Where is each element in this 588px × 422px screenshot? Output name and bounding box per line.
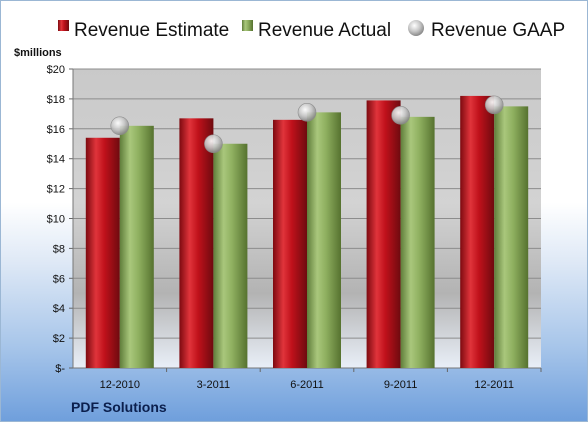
y-tick-label: $18 [47,94,65,106]
bar-revenue-actual [494,106,529,368]
marker-revenue-gaap [204,134,223,154]
y-tick-label: $- [55,363,65,375]
bars [85,95,529,369]
legend-marker-gaap [408,20,424,36]
marker-revenue-gaap [484,95,504,115]
x-tick-label: 6-2011 [290,379,323,391]
x-tick-label: 3-2011 [197,379,230,391]
y-tick-label: $6 [53,273,65,285]
bar-revenue-estimate [366,100,401,369]
legend-label-gaap: Revenue GAAP [431,20,565,41]
y-tick-label: $10 [47,214,65,226]
marker-revenue-gaap [297,103,317,122]
marker-revenue-gaap [110,116,130,136]
bar-revenue-actual [213,143,248,368]
company-name: PDF Solutions [71,399,167,415]
x-tick-label: 12-2010 [100,379,140,391]
legend-swatch-actual [242,20,253,31]
y-tick-label: $14 [47,154,65,166]
x-tick-label: 12-2011 [474,379,514,391]
bar-revenue-estimate [460,95,495,368]
legend-swatch-estimate [58,20,69,31]
bar-revenue-actual [307,112,341,368]
bar-revenue-actual [400,116,435,368]
bar-revenue-actual [119,125,154,368]
y-axis-unit-label: $millions [14,47,62,59]
y-tick-label: $2 [53,333,65,345]
gaap-markers [110,95,504,154]
bar-revenue-estimate [273,119,307,368]
y-tick-label: $12 [47,184,65,196]
bar-revenue-estimate [179,118,214,369]
y-tick-label: $16 [47,124,65,136]
y-axis-ticks: $- $2 $4 $6 $8 $10 $12 $14 $16 $18 $20 [47,64,66,375]
legend-label-actual: Revenue Actual [258,20,391,41]
x-tick-label: 9-2011 [384,379,417,391]
legend-label-estimate: Revenue Estimate [74,20,229,41]
x-axis-ticks: 12-2010 3-2011 6-2011 9-2011 12-2011 [100,368,542,391]
legend: Revenue Estimate Revenue Actual Revenue … [58,20,565,41]
y-tick-label: $4 [53,303,65,315]
marker-revenue-gaap [391,106,410,125]
y-tick-label: $8 [53,243,65,255]
bar-revenue-estimate [85,137,120,368]
y-tick-label: $20 [47,64,65,76]
